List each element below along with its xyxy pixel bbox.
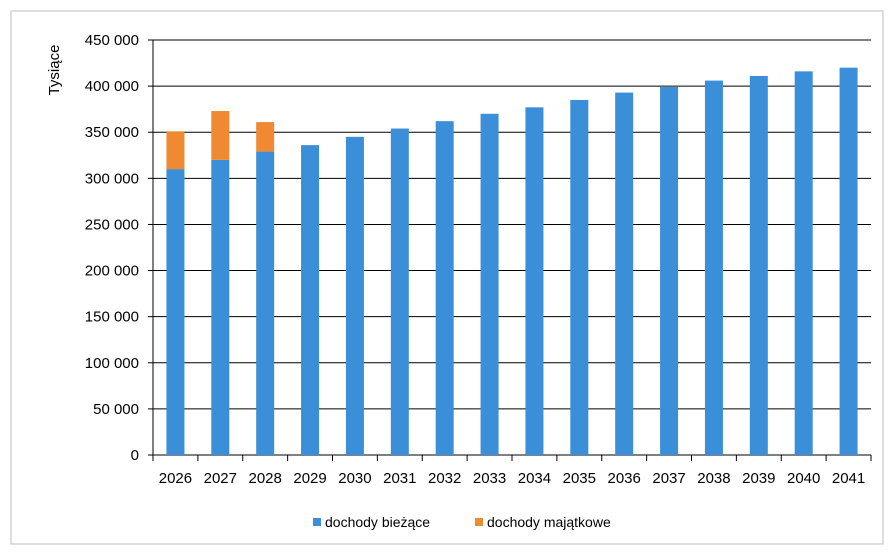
- y-tick-label: 150 000: [85, 309, 139, 326]
- legend-swatch: [475, 518, 483, 526]
- chart-border: [10, 10, 884, 545]
- y-tick-label: 350 000: [85, 124, 139, 141]
- y-tick-label: 300 000: [85, 170, 139, 187]
- bars: [166, 67, 858, 456]
- x-tick-label: 2027: [204, 470, 237, 487]
- x-tick-label: 2035: [563, 470, 596, 487]
- x-tick-label: 2030: [338, 470, 371, 487]
- bar-dochody-majatkowe: [166, 131, 185, 170]
- legend-swatch: [313, 518, 321, 526]
- x-tick-label: 2034: [518, 470, 551, 487]
- legend-label: dochody bieżące: [325, 514, 430, 530]
- x-tick-label: 2026: [159, 470, 192, 487]
- x-tick-label: 2031: [383, 470, 416, 487]
- y-tick-label: 0: [131, 447, 139, 464]
- x-tick-label: 2041: [832, 470, 865, 487]
- bar-dochody-biezace: [615, 92, 634, 456]
- y-tick-label: 100 000: [85, 355, 139, 372]
- bar-dochody-biezace: [570, 99, 589, 455]
- x-tick-label: 2033: [473, 470, 506, 487]
- legend: dochody bieżące dochody majątkowe: [313, 514, 611, 530]
- x-tick-label: 2028: [249, 470, 282, 487]
- bar-dochody-biezace: [345, 136, 364, 456]
- bar-dochody-majatkowe: [211, 111, 230, 160]
- bar-dochody-biezace: [256, 151, 275, 456]
- x-tick-label: 2029: [293, 470, 326, 487]
- bar-dochody-biezace: [794, 71, 813, 455]
- y-tick-label: 400 000: [85, 78, 139, 95]
- bar-dochody-biezace: [525, 107, 544, 456]
- x-tick-label: 2039: [742, 470, 775, 487]
- bar-dochody-majatkowe: [256, 122, 275, 152]
- y-tick-label: 250 000: [85, 216, 139, 233]
- y-tick-label: 50 000: [93, 401, 139, 418]
- x-tick-label: 2032: [428, 470, 461, 487]
- bar-dochody-biezace: [839, 67, 858, 456]
- y-tick-labels: 0 50 000 100 000 150 000 200 000 250 000 300 0…: [85, 32, 139, 464]
- x-tick-label: 2037: [652, 470, 685, 487]
- bar-dochody-biezace: [435, 121, 454, 456]
- bar-dochody-biezace: [390, 128, 409, 456]
- bar-dochody-biezace: [301, 145, 320, 455]
- legend-label: dochody majątkowe: [487, 514, 611, 530]
- bar-dochody-biezace: [480, 113, 499, 456]
- y-axis-label: Tysiące: [46, 45, 63, 96]
- bar-dochody-biezace: [660, 87, 679, 456]
- x-tick-label: 2040: [787, 470, 820, 487]
- y-tick-label: 450 000: [85, 32, 139, 49]
- x-tick-labels: 2026 2027 2028 2029 2030 2031 2032 2033 2034 2035…: [159, 470, 866, 487]
- y-tick-label: 200 000: [85, 263, 139, 280]
- bar-dochody-biezace: [211, 159, 230, 455]
- bar-dochody-biezace: [166, 169, 185, 455]
- bar-dochody-biezace: [749, 75, 768, 455]
- bar-dochody-biezace: [704, 80, 723, 456]
- x-tick-label: 2038: [697, 470, 730, 487]
- x-tick-label: 2036: [608, 470, 641, 487]
